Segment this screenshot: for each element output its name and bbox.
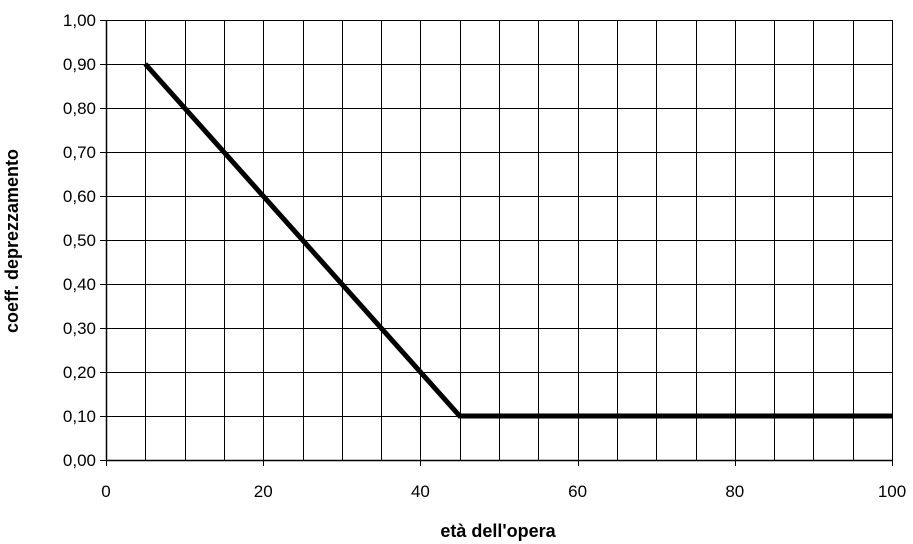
x-tick-label: 40: [411, 482, 430, 501]
y-tick-label: 0,40: [63, 275, 96, 294]
y-tick-label: 0,50: [63, 231, 96, 250]
x-tick-label: 20: [254, 482, 273, 501]
y-tick-labels: 0,00 0,10 0,20 0,30 0,40 0,50 0,60 0,70 0,80 0,90…: [63, 11, 96, 470]
y-tick-label: 0,60: [63, 187, 96, 206]
x-tick-label: 80: [725, 482, 744, 501]
y-tick-label: 0,80: [63, 99, 96, 118]
x-tick-label: 100: [878, 482, 906, 501]
y-axis-title: coeff. deprezzamento: [2, 149, 22, 333]
series-line: [143, 62, 892, 419]
y-tick-label: 0,10: [63, 407, 96, 426]
y-tick-label: 1,00: [63, 11, 96, 30]
x-axis-title: età dell'opera: [440, 521, 556, 541]
axes: [100, 20, 893, 466]
y-tick-label: 0,70: [63, 143, 96, 162]
x-tick-labels: 0 20 40 60 80 100: [101, 482, 906, 501]
y-tick-label: 0,90: [63, 55, 96, 74]
y-tick-label: 0,00: [63, 451, 96, 470]
series-layer: [143, 62, 892, 419]
y-tick-label: 0,20: [63, 363, 96, 382]
x-tick-label: 60: [568, 482, 587, 501]
y-tick-label: 0,30: [63, 319, 96, 338]
x-tick-label: 0: [101, 482, 110, 501]
